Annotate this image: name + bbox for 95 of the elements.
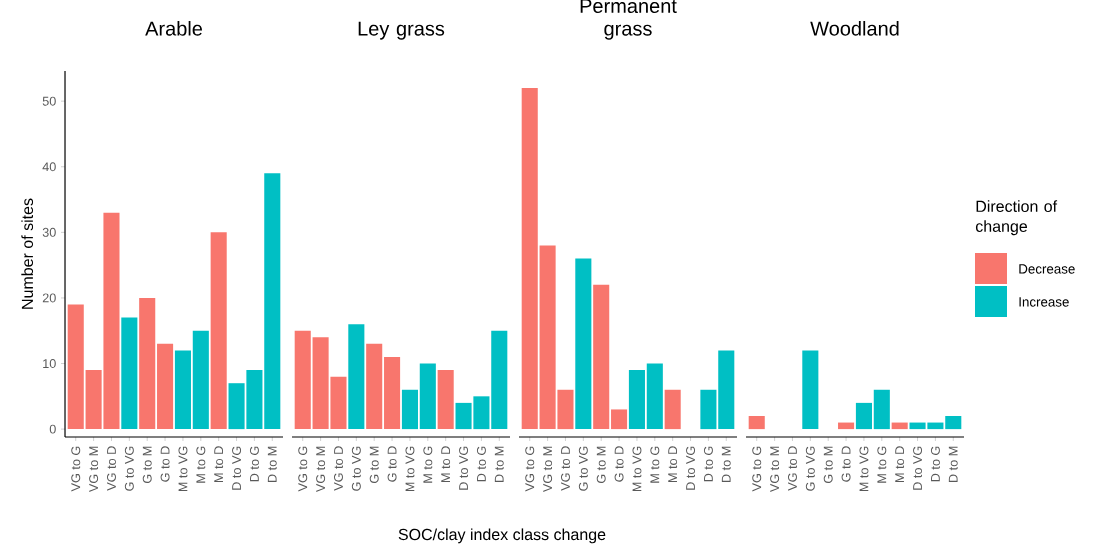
x-tick-label: M to D (214, 446, 224, 482)
x-tick-label: VG to M (543, 446, 553, 493)
bar (646, 363, 663, 430)
chart-title: Woodland (810, 21, 899, 36)
x-tick-label: G to D (160, 446, 170, 482)
legend-title: Direction of change (975, 200, 1058, 236)
x-axis-title: SOC/clay index class change (398, 528, 606, 544)
bar (593, 284, 610, 430)
bar (718, 350, 735, 430)
x-tick-label: G to VG (351, 446, 361, 491)
x-tick-label: D to M (721, 446, 731, 482)
x-tick-label: M to G (423, 446, 433, 483)
x-tick-label: D to G (476, 446, 486, 482)
x-tick-label: G to M (596, 446, 606, 484)
x-tick-label: D to VG (913, 446, 923, 490)
bar (384, 356, 401, 430)
x-tick-label: M to D (441, 446, 451, 482)
bar (174, 350, 191, 430)
bar (419, 363, 436, 430)
legend-label: Increase (1019, 297, 1069, 307)
bar (611, 409, 628, 430)
y-tick-label: 0 (49, 424, 56, 434)
bar (628, 370, 645, 430)
legend-label: Decrease (1019, 264, 1075, 274)
x-tick-label: VG to D (787, 446, 797, 491)
bar (491, 330, 508, 430)
bar (67, 304, 84, 430)
x-tick-label: D to G (249, 446, 259, 482)
bar (891, 422, 908, 430)
bar (575, 258, 592, 430)
chart-title: Arable (145, 21, 203, 36)
x-tick-label: VG to M (89, 446, 99, 493)
x-tick-label: G to D (387, 446, 397, 482)
bar (437, 370, 454, 430)
x-tick-label: D to VG (686, 446, 696, 490)
y-tick-label: 10 (43, 359, 56, 369)
x-tick-label: VG to D (333, 446, 343, 491)
x-tick-label: VG to M (316, 446, 326, 493)
x-tick-label: M to VG (859, 446, 869, 492)
bar (838, 422, 855, 430)
x-tick-label: VG to M (770, 446, 780, 493)
x-tick-label: M to VG (632, 446, 642, 492)
bar (802, 350, 819, 430)
x-tick-label: VG to G (71, 446, 81, 492)
bar (521, 88, 538, 430)
x-tick-label: G to M (142, 446, 152, 484)
x-tick-label: D to VG (232, 446, 242, 490)
x-tick-label: G to VG (805, 446, 815, 491)
bar (873, 389, 890, 430)
x-tick-label: VG to D (560, 446, 570, 491)
x-tick-label: G to D (614, 446, 624, 482)
x-tick-label: M to D (668, 446, 678, 482)
x-tick-label: G to VG (124, 446, 134, 491)
x-tick-label: VG to D (106, 446, 116, 491)
y-tick-label: 40 (42, 162, 56, 172)
bar (700, 389, 717, 430)
x-tick-label: M to D (895, 446, 905, 482)
x-tick-label: VG to G (752, 446, 762, 492)
bar (192, 330, 209, 430)
bar (855, 402, 872, 430)
x-tick-label: D to G (703, 446, 713, 482)
y-tick-label: 20 (42, 293, 56, 303)
x-tick-label: D to M (494, 446, 504, 482)
x-tick-label: M to G (877, 446, 887, 483)
x-tick-label: D to G (930, 446, 940, 482)
bar (139, 297, 156, 430)
y-tick-label: 50 (42, 96, 56, 106)
x-tick-label: M to G (196, 446, 206, 483)
bar (401, 389, 418, 430)
x-tick-label: G to M (823, 446, 833, 484)
bar (210, 232, 227, 430)
bar (748, 416, 765, 430)
bar (157, 343, 174, 430)
bar (664, 389, 681, 430)
x-tick-label: G to M (369, 446, 379, 484)
x-tick-label: M to VG (178, 446, 188, 492)
chart-title: Permanent grass (580, 0, 677, 40)
x-tick-label: G to VG (578, 446, 588, 491)
x-tick-label: VG to G (298, 446, 308, 492)
bar (366, 343, 383, 430)
x-tick-label: G to D (841, 446, 851, 482)
chart-title: Ley grass (358, 21, 445, 40)
x-tick-label: D to M (267, 446, 277, 482)
x-tick-label: D to VG (459, 446, 469, 490)
x-tick-label: VG to G (525, 446, 535, 492)
bar (348, 324, 365, 430)
bar (121, 317, 138, 430)
bar (294, 330, 311, 430)
x-tick-label: M to VG (405, 446, 415, 492)
x-tick-label: D to M (948, 446, 958, 482)
bar (264, 173, 281, 430)
y-axis-title: Number of sites (21, 198, 34, 309)
x-tick-label: M to G (650, 446, 660, 483)
bar (945, 416, 962, 430)
y-tick-label: 30 (42, 227, 56, 237)
